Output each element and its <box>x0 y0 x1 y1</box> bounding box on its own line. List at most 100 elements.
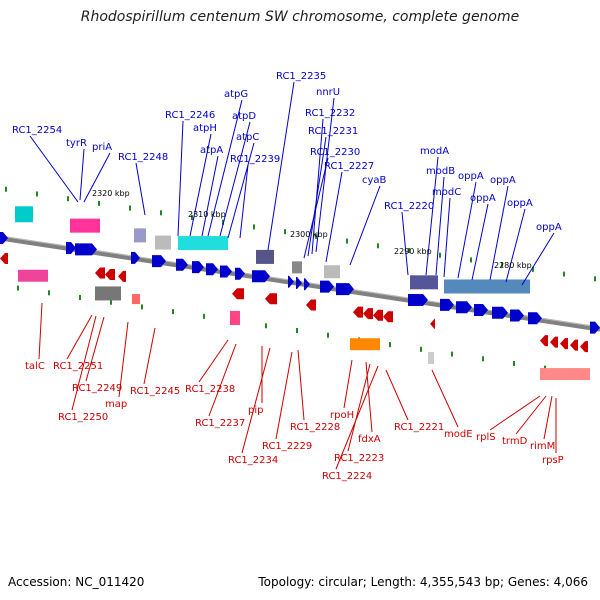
leader-line <box>347 363 371 452</box>
forward-gene-arrow <box>66 242 76 255</box>
marker-dot <box>191 215 193 221</box>
leader-line <box>143 327 156 385</box>
gene-label-forward: RC1_2227 <box>324 161 374 172</box>
reverse-gene-arrow <box>95 267 105 279</box>
marker-dot <box>5 186 7 192</box>
gene-label-forward: RC1_2254 <box>12 125 62 136</box>
marker-dot <box>110 299 112 305</box>
marker-dot <box>129 205 131 211</box>
forward-gene-arrow <box>235 267 245 280</box>
leader-line <box>385 369 409 421</box>
leader-line <box>489 185 509 281</box>
leader-line <box>435 176 445 276</box>
map-title: Rhodospirillum centenum SW chromosome, c… <box>80 9 520 25</box>
leader-line <box>29 135 79 203</box>
forward-gene-arrow <box>492 306 508 319</box>
gene-label-reverse: rpoH <box>330 410 354 421</box>
marker-dot <box>203 313 205 319</box>
gene-label-forward: modC <box>432 187 461 198</box>
gene-label-forward: atpH <box>193 123 217 134</box>
gene-product-box <box>230 310 240 325</box>
forward-gene-arrow <box>440 298 454 311</box>
leader-line <box>83 152 111 203</box>
leader-line <box>66 314 93 360</box>
gene-product-box <box>155 235 171 250</box>
gene-label-reverse: trmD <box>502 436 528 447</box>
gene-label-forward: priA <box>92 142 112 153</box>
leader-line <box>297 349 305 421</box>
marker-dot <box>141 304 143 310</box>
gene-product-box <box>256 249 274 264</box>
gene-label-forward: RC1_2248 <box>118 152 168 163</box>
leader-line <box>118 321 129 398</box>
gene-label-forward: nnrU <box>316 87 340 98</box>
marker-dot <box>532 266 534 272</box>
reverse-gene-arrow <box>0 253 8 264</box>
marker-dot <box>67 196 69 202</box>
gene-label-reverse: map <box>105 399 127 410</box>
leader-line <box>241 347 271 454</box>
gene-product-box <box>15 206 33 223</box>
gene-label-reverse: RC1_2249 <box>72 383 122 394</box>
gene-label-forward: atpD <box>232 111 256 122</box>
leader-line <box>425 156 439 276</box>
gene-label-forward: RC1_2232 <box>305 108 355 119</box>
forward-gene-arrow <box>288 275 294 288</box>
marker-dot <box>482 356 484 362</box>
leader-line <box>307 136 327 257</box>
gene-label-forward: atpA <box>200 145 223 156</box>
leader-line <box>303 157 329 259</box>
gene-label-reverse: RC1_2229 <box>262 441 312 452</box>
forward-gene-arrow <box>0 232 8 244</box>
marker-dot <box>451 351 453 357</box>
leader-line <box>38 302 43 360</box>
leader-line <box>471 203 489 281</box>
leader-line <box>201 155 219 237</box>
gene-label-reverse: RC1_2250 <box>58 412 108 423</box>
leader-line <box>208 343 237 417</box>
forward-gene-arrow <box>590 321 600 334</box>
gene-label-forward: modB <box>426 166 455 177</box>
genome-summary: Topology: circular; Length: 4,355,543 bp… <box>258 575 588 589</box>
leader-line <box>71 315 97 411</box>
gene-label-forward: modA <box>420 146 449 157</box>
gene-label-forward: cyaB <box>362 175 387 186</box>
kbp-tick-label: 2310 kbp <box>188 210 226 219</box>
leader-line <box>315 97 335 253</box>
forward-gene-arrow <box>528 312 542 325</box>
leader-line <box>343 359 353 409</box>
forward-gene-arrow <box>252 270 270 283</box>
leader-line <box>443 197 451 278</box>
forward-gene-arrow <box>206 263 218 276</box>
leader-line <box>239 164 249 239</box>
forward-gene-arrow <box>320 280 334 293</box>
gene-label-forward: oppA <box>490 175 516 186</box>
forward-gene-arrow <box>152 255 166 268</box>
leader-line <box>135 162 146 216</box>
gene-label-forward: RC1_2246 <box>165 110 215 121</box>
marker-dot <box>420 346 422 352</box>
reverse-gene-arrow <box>353 306 363 318</box>
leader-line <box>198 339 229 383</box>
marker-dot <box>389 342 391 348</box>
marker-dot <box>346 238 348 244</box>
forward-gene-arrow <box>474 304 488 317</box>
leader-line <box>219 121 251 237</box>
reverse-gene-arrow <box>306 299 316 311</box>
marker-dot <box>315 233 317 239</box>
gene-label-reverse: fdxA <box>358 434 381 445</box>
leader-line <box>227 142 255 239</box>
gene-product-box <box>428 352 434 365</box>
kbp-tick-label: 2320 kbp <box>92 189 130 198</box>
gene-product-box <box>410 275 438 290</box>
gene-label-reverse: talC <box>25 361 45 372</box>
leader-line <box>267 81 295 251</box>
gene-label-forward: RC1_2235 <box>276 71 326 82</box>
marker-dot <box>563 271 565 277</box>
gene-product-box <box>134 228 146 243</box>
leader-line <box>189 133 212 237</box>
marker-dot <box>439 252 441 258</box>
gene-product-box <box>540 368 590 381</box>
gene-product-box <box>350 338 380 351</box>
leader-line <box>489 395 541 431</box>
